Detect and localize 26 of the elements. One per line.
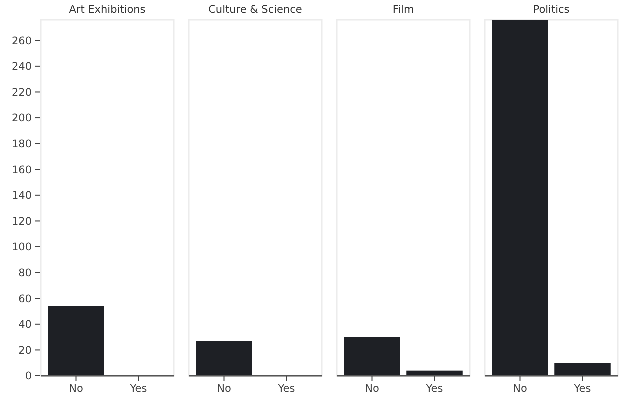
y-tick-label: 160 — [12, 164, 32, 176]
y-tick-label: 140 — [12, 190, 32, 202]
x-tick-label: Yes — [425, 383, 444, 395]
x-tick-label: Yes — [573, 383, 592, 395]
y-tick-label: 180 — [12, 138, 32, 150]
chart-title: Culture & Science — [208, 4, 302, 16]
y-tick-label: 60 — [18, 293, 32, 306]
x-tick-label: No — [513, 383, 528, 395]
chart-title: Art Exhibitions — [69, 4, 146, 16]
y-tick-label: 220 — [12, 86, 32, 99]
y-tick-label: 200 — [12, 112, 32, 125]
x-tick-label: No — [69, 383, 84, 395]
x-tick-label: Yes — [277, 383, 296, 395]
chart-title: Film — [392, 4, 414, 16]
y-tick-label: 80 — [18, 267, 32, 280]
x-tick-label: No — [365, 383, 380, 395]
y-tick-label: 120 — [12, 216, 32, 228]
y-tick-label: 40 — [18, 319, 32, 332]
y-tick-label: 20 — [18, 344, 32, 357]
y-tick-label: 240 — [12, 61, 32, 74]
y-tick-label: 100 — [12, 242, 32, 254]
y-tick-label: 0 — [25, 370, 32, 383]
x-tick-label: Yes — [129, 383, 148, 395]
y-tick-label: 260 — [12, 35, 32, 48]
x-tick-label: No — [217, 383, 232, 395]
chart-title: Politics — [533, 4, 570, 16]
